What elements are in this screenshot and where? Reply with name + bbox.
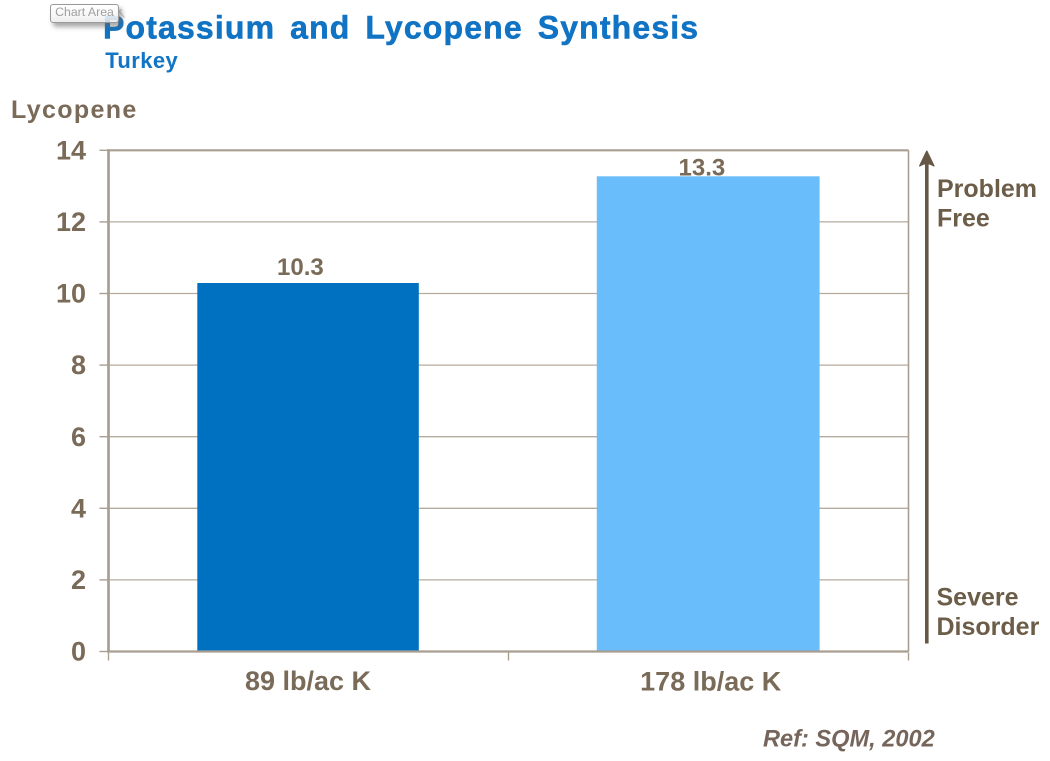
svg-text:14: 14 <box>56 135 86 165</box>
svg-text:89 lb/ac K: 89 lb/ac K <box>245 666 372 696</box>
svg-text:13.3: 13.3 <box>679 155 726 182</box>
svg-text:6: 6 <box>71 422 86 452</box>
svg-text:Lycopene: Lycopene <box>11 96 138 124</box>
svg-text:10: 10 <box>56 279 86 309</box>
svg-text:4: 4 <box>71 493 86 523</box>
svg-text:Potassium and Lycopene Synthes: Potassium and Lycopene Synthesis <box>103 10 699 46</box>
svg-text:Problem: Problem <box>937 175 1037 203</box>
svg-text:Free: Free <box>937 204 990 232</box>
svg-text:178 lb/ac K: 178 lb/ac K <box>640 666 782 696</box>
svg-text:Disorder: Disorder <box>937 613 1040 641</box>
svg-text:10.3: 10.3 <box>277 254 324 281</box>
svg-text:12: 12 <box>56 207 86 237</box>
svg-text:Ref: SQM, 2002: Ref: SQM, 2002 <box>763 726 935 752</box>
svg-text:0: 0 <box>71 637 86 667</box>
svg-text:Severe: Severe <box>937 583 1019 611</box>
svg-text:Turkey: Turkey <box>105 48 178 73</box>
svg-text:2: 2 <box>71 565 86 595</box>
svg-text:8: 8 <box>71 350 86 380</box>
